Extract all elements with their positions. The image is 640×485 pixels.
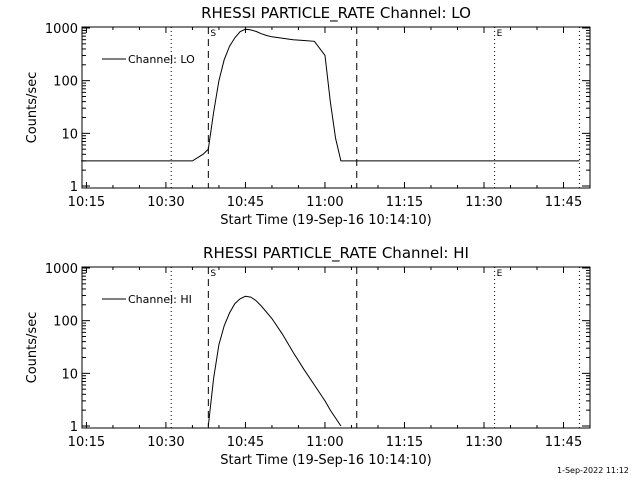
panel-1-x-tick-label: 11:00 (306, 195, 343, 210)
panel-1-x-tick-label: 11:15 (386, 195, 423, 210)
panel-1-series-line (81, 28, 580, 162)
panel-1-legend-label: Channel: LO (128, 53, 195, 66)
panel-2-x-tick-label: 10:30 (147, 435, 184, 450)
panel-2-y-tick-label: 100 (53, 315, 78, 330)
panel-2-marker-E: E (497, 269, 503, 279)
panel-2-x-tick-label: 10:45 (227, 435, 264, 450)
panel-2-x-tick-label: 11:15 (386, 435, 423, 450)
panel-2-frame (81, 266, 591, 429)
panel-2-y-tick-label: 10 (61, 367, 78, 382)
panel-2-legend-label: Channel: HI (128, 293, 192, 306)
panel-2-y-axis-label: Counts/sec (25, 312, 40, 384)
panel-1-y-tick-label: 1000 (45, 22, 78, 37)
panel-2-y-tick-label: 1 (70, 420, 78, 435)
timestamp-footer: 1-Sep-2022 11:12 (557, 466, 629, 475)
panel-1-frame (81, 26, 591, 189)
panel-1-x-axis-label: Start Time (19-Sep-16 10:14:10) (220, 213, 431, 228)
panel-2-marker-S: S (210, 269, 216, 279)
panel-1-x-tick-label: 10:45 (227, 195, 264, 210)
panel-1-y-tick-label: 100 (53, 75, 78, 90)
panel-2-y-tick-label: 1000 (45, 262, 78, 277)
panel-1-y-tick-label: 10 (61, 127, 78, 142)
panel-1-x-tick-label: 10:30 (147, 195, 184, 210)
panel-1-x-tick-label: 10:15 (68, 195, 105, 210)
panel-1-x-tick-label: 11:45 (545, 195, 582, 210)
panel-1-marker-E: E (497, 29, 503, 39)
panel-1-title: RHESSI PARTICLE_RATE Channel: LO (201, 4, 471, 23)
panel-2-series-line (207, 295, 342, 427)
panel-1-marker-S: S (210, 29, 216, 39)
panel-2-x-axis-label: Start Time (19-Sep-16 10:14:10) (220, 453, 431, 468)
panel-2-x-tick-label: 10:15 (68, 435, 105, 450)
panel-1-x-tick-label: 11:30 (465, 195, 502, 210)
panel-1-y-tick-label: 1 (70, 180, 78, 195)
panel-2-x-tick-label: 11:30 (465, 435, 502, 450)
panel-2-title: RHESSI PARTICLE_RATE Channel: HI (203, 244, 469, 263)
panel-1-y-axis-label: Counts/sec (25, 72, 40, 144)
panel-2-x-tick-label: 11:45 (545, 435, 582, 450)
panel-2-x-tick-label: 11:00 (306, 435, 343, 450)
